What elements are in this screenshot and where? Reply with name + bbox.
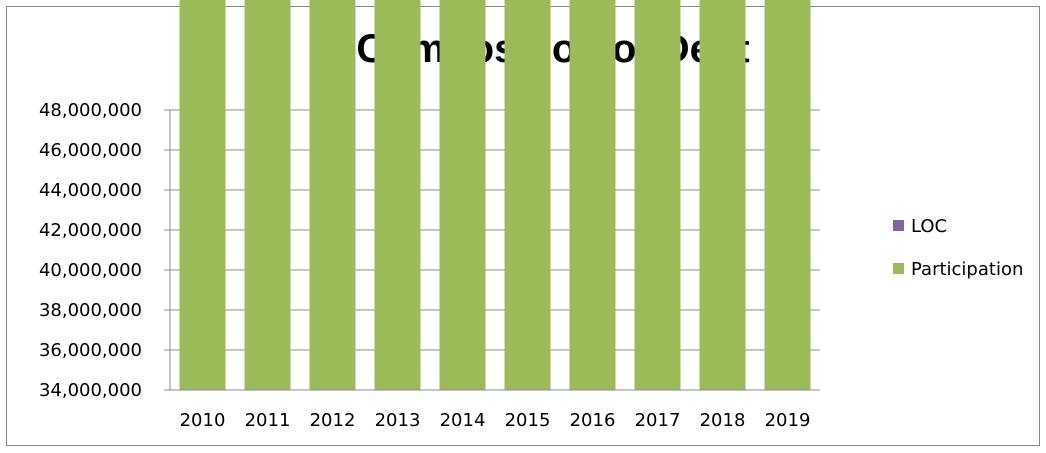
bar-participation-2012 — [309, 0, 356, 390]
x-tick-label: 2012 — [310, 410, 356, 431]
bar-participation-2011 — [244, 0, 291, 390]
chart-title: Composition of Debt — [356, 27, 749, 71]
axes — [169, 110, 820, 391]
x-tick-label: 2016 — [570, 410, 616, 431]
x-tick-label: 2014 — [440, 410, 486, 431]
y-tick-label: 42,000,000 — [39, 220, 142, 241]
bars — [179, 0, 811, 390]
x-tick-label: 2010 — [180, 410, 226, 431]
y-tick-label: 44,000,000 — [39, 180, 142, 201]
x-tick-label: 2019 — [765, 410, 811, 431]
legend: LOC Participation — [893, 216, 1023, 280]
x-tick-label: 2013 — [375, 410, 421, 431]
x-tick-label: 2011 — [245, 410, 291, 431]
y-tick-label: 36,000,000 — [39, 340, 142, 361]
y-axis-ticks: 34,000,000 36,000,000 38,000,000 40,000,000… — [39, 100, 170, 401]
x-axis-ticks: 2010 2011 2012 2013 2014 2015 2016 2017 2018 2019 — [180, 410, 811, 431]
y-tick-label: 34,000,000 — [39, 380, 142, 401]
x-tick-label: 2015 — [505, 410, 551, 431]
legend-swatch-participation — [893, 263, 904, 274]
bar-participation-2015 — [504, 0, 551, 390]
y-tick-label: 38,000,000 — [39, 300, 142, 321]
x-tick-label: 2017 — [635, 410, 681, 431]
bar-participation-2016 — [569, 0, 616, 390]
legend-label-participation: Participation — [911, 259, 1023, 280]
bar-participation-2013 — [374, 0, 421, 390]
bar-participation-2019 — [764, 0, 811, 390]
bar-participation-2018 — [699, 0, 746, 390]
x-tick-label: 2018 — [700, 410, 746, 431]
y-tick-label: 46,000,000 — [39, 140, 142, 161]
legend-swatch-loc — [893, 220, 904, 231]
y-tick-label: 48,000,000 — [39, 100, 142, 121]
bar-participation-2014 — [439, 0, 486, 390]
y-tick-label: 40,000,000 — [39, 260, 142, 281]
legend-label-loc: LOC — [911, 216, 947, 237]
bar-participation-2010 — [179, 0, 226, 390]
bar-participation-2017 — [634, 0, 681, 390]
